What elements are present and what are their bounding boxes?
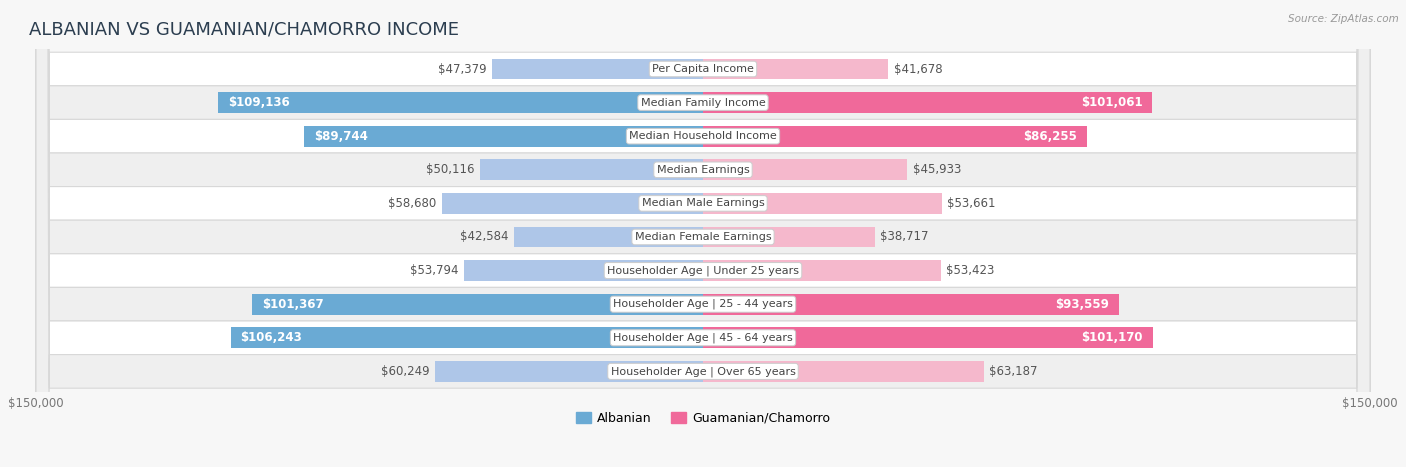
Text: $50,116: $50,116 (426, 163, 475, 177)
FancyBboxPatch shape (37, 0, 1369, 467)
FancyBboxPatch shape (37, 0, 1369, 467)
Text: $53,661: $53,661 (946, 197, 995, 210)
Bar (434, 361, 703, 382)
Bar (703, 226, 875, 248)
Bar (513, 226, 703, 248)
Text: Householder Age | Under 25 years: Householder Age | Under 25 years (607, 265, 799, 276)
Text: $106,243: $106,243 (240, 331, 302, 344)
Bar (464, 260, 703, 281)
Text: Source: ZipAtlas.com: Source: ZipAtlas.com (1288, 14, 1399, 24)
Bar (252, 294, 703, 315)
FancyBboxPatch shape (37, 0, 1369, 467)
Text: $101,367: $101,367 (263, 297, 323, 311)
Text: $60,249: $60,249 (381, 365, 430, 378)
Text: $63,187: $63,187 (990, 365, 1038, 378)
Text: $93,559: $93,559 (1054, 297, 1109, 311)
Text: $42,584: $42,584 (460, 231, 509, 243)
Bar (441, 193, 703, 214)
Text: $101,061: $101,061 (1081, 96, 1142, 109)
Text: $89,744: $89,744 (314, 130, 368, 143)
FancyBboxPatch shape (37, 0, 1369, 467)
Text: $53,794: $53,794 (411, 264, 458, 277)
Bar (218, 92, 703, 113)
Text: $58,680: $58,680 (388, 197, 437, 210)
FancyBboxPatch shape (37, 0, 1369, 467)
Bar (481, 159, 703, 180)
Text: $109,136: $109,136 (228, 96, 290, 109)
FancyBboxPatch shape (37, 0, 1369, 467)
Bar (703, 58, 889, 79)
Text: Median Male Earnings: Median Male Earnings (641, 198, 765, 208)
Bar (703, 361, 984, 382)
FancyBboxPatch shape (37, 0, 1369, 467)
Text: $45,933: $45,933 (912, 163, 960, 177)
Text: $53,423: $53,423 (946, 264, 994, 277)
Bar (492, 58, 703, 79)
Text: ALBANIAN VS GUAMANIAN/CHAMORRO INCOME: ALBANIAN VS GUAMANIAN/CHAMORRO INCOME (30, 21, 460, 39)
Text: $38,717: $38,717 (880, 231, 929, 243)
Bar (703, 126, 1087, 147)
Bar (703, 92, 1153, 113)
Bar (703, 193, 942, 214)
Bar (231, 327, 703, 348)
FancyBboxPatch shape (37, 0, 1369, 467)
FancyBboxPatch shape (37, 0, 1369, 467)
Text: Householder Age | 25 - 44 years: Householder Age | 25 - 44 years (613, 299, 793, 310)
Text: Median Earnings: Median Earnings (657, 165, 749, 175)
Text: Householder Age | 45 - 64 years: Householder Age | 45 - 64 years (613, 333, 793, 343)
Bar (304, 126, 703, 147)
Text: $101,170: $101,170 (1081, 331, 1143, 344)
Text: $86,255: $86,255 (1022, 130, 1077, 143)
Text: Median Female Earnings: Median Female Earnings (634, 232, 772, 242)
Bar (703, 294, 1119, 315)
Text: $41,678: $41,678 (894, 63, 942, 76)
Bar (703, 260, 941, 281)
Legend: Albanian, Guamanian/Chamorro: Albanian, Guamanian/Chamorro (571, 407, 835, 430)
Text: Median Household Income: Median Household Income (628, 131, 778, 141)
Text: Per Capita Income: Per Capita Income (652, 64, 754, 74)
Text: Median Family Income: Median Family Income (641, 98, 765, 107)
FancyBboxPatch shape (37, 0, 1369, 467)
Bar (703, 327, 1153, 348)
Text: Householder Age | Over 65 years: Householder Age | Over 65 years (610, 366, 796, 376)
Bar (703, 159, 907, 180)
Text: $47,379: $47,379 (439, 63, 486, 76)
